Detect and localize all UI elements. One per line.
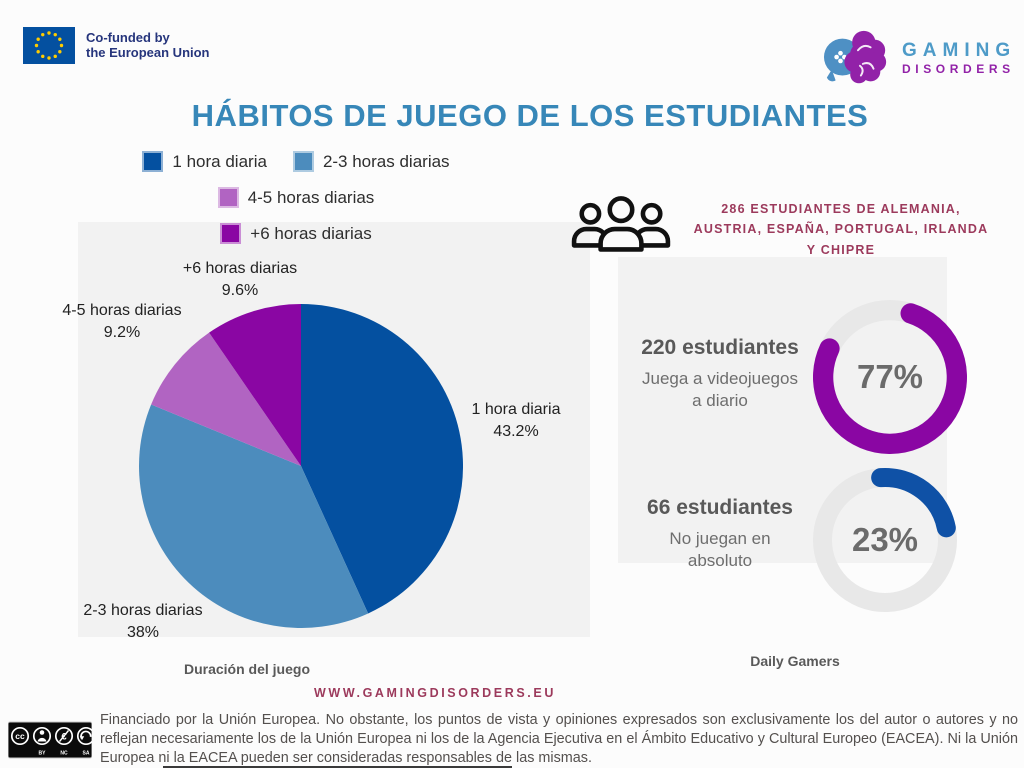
pie-label-23h: 2-3 horas diarias 38% — [63, 600, 223, 643]
stat2-caption: No juegan en absoluto — [669, 529, 771, 571]
pie-label-23h-name: 2-3 horas diarias — [83, 602, 203, 619]
website-link[interactable]: WWW.GAMINGDISORDERS.EU — [314, 686, 556, 700]
brand-words: GAMING DISORDERS — [902, 39, 1017, 77]
legend-swatch-45h — [217, 187, 239, 208]
legend-label-45h: 4-5 horas diarias — [247, 187, 375, 207]
svg-text:cc: cc — [15, 731, 25, 741]
pie-label-plus6-value: 9.6% — [221, 281, 259, 299]
legend-item-23h: 2-3 horas diarias — [292, 151, 450, 172]
legend-swatch-23h — [292, 151, 314, 172]
gaming-disorders-logo: GAMING DISORDERS — [816, 24, 1010, 94]
legend-item-1h: 1 hora diaria — [142, 151, 267, 172]
students-heading: 286 ESTUDIANTES DE ALEMANIA, AUSTRIA, ES… — [693, 202, 989, 257]
non-gamers-donut: 23% — [812, 467, 958, 613]
stat1-number: 220 estudiantes — [641, 336, 799, 359]
legend-row-2: 4-5 horas diarias — [60, 187, 532, 208]
legend-label-1h: 1 hora diaria — [172, 151, 267, 171]
non-gamers-percent: 23% — [851, 521, 919, 558]
pie-label-1h-name: 1 hora diaria — [471, 401, 561, 418]
cc-label-nc: NC — [60, 751, 68, 757]
pie-label-plus6-name: +6 horas diarias — [182, 260, 298, 277]
pie-legend: 1 hora diaria 2-3 horas diarias 4-5 hora… — [60, 151, 532, 259]
pie-label-45: 4-5 horas diarias 9.2% — [37, 300, 207, 343]
eu-text-line1: Co-funded by — [86, 29, 170, 45]
legend-item-6h: +6 horas diarias — [220, 223, 372, 244]
cc-by-nc-sa-badge: cc € BY NC SA — [8, 721, 92, 759]
brand-word-disorders: DISORDERS — [902, 61, 1015, 76]
pie-label-1h-value: 43.2% — [493, 422, 539, 440]
legend-row-1: 1 hora diaria 2-3 horas diarias — [60, 151, 532, 172]
pie-caption: Duración del juego — [183, 661, 310, 677]
page-title: HÁBITOS DE JUEGO DE LOS ESTUDIANTES — [191, 98, 869, 133]
eu-cofunded-logo: Co-funded by the European Union — [23, 25, 283, 65]
svg-text:€: € — [61, 732, 67, 743]
bottom-edge-line — [163, 766, 512, 768]
stat1-caption: Juega a videojuegos a diario — [642, 369, 798, 411]
legend-row-3: +6 horas diarias — [60, 223, 532, 244]
pie-label-45-value: 9.2% — [103, 323, 141, 341]
brand-word-gaming: GAMING — [902, 39, 1017, 61]
cc-label-sa: SA — [83, 751, 90, 757]
people-group-icon — [571, 196, 671, 252]
eu-text-line2: the European Union — [86, 45, 210, 60]
cc-label-by: BY — [39, 751, 47, 757]
legend-swatch-1h — [142, 151, 164, 172]
eu-cofunded-text: Co-funded by the European Union — [86, 30, 210, 61]
daily-gamers-percent: 77% — [856, 358, 924, 395]
legend-label-6h: +6 horas diarias — [250, 223, 372, 243]
legend-swatch-6h — [220, 223, 242, 244]
pie-label-45-name: 4-5 horas diarias — [62, 302, 182, 319]
pie-label-23h-value: 38% — [126, 623, 160, 641]
brain-controller-icon — [823, 30, 887, 84]
stats-caption: Daily Gamers — [750, 653, 840, 669]
stat2-number: 66 estudiantes — [647, 496, 793, 519]
eu-flag-icon — [23, 26, 75, 64]
duration-pie-chart — [139, 304, 464, 629]
pie-label-1h: 1 hora diaria 43.2% — [446, 399, 586, 442]
pie-label-plus6: +6 horas diarias 9.6% — [155, 258, 325, 301]
daily-gamers-donut: 77% — [812, 299, 968, 455]
legend-label-23h: 2-3 horas diarias — [322, 151, 450, 171]
legend-item-45h: 4-5 horas diarias — [217, 187, 375, 208]
funding-disclaimer: Financiado por la Unión Europea. No obst… — [100, 712, 1018, 766]
